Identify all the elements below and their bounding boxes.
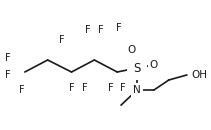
Text: F: F — [116, 23, 122, 33]
Text: N: N — [133, 85, 141, 95]
Text: F: F — [69, 83, 74, 93]
Text: F: F — [85, 25, 90, 35]
Text: F: F — [82, 83, 87, 93]
Text: O: O — [127, 45, 135, 55]
Text: F: F — [99, 25, 104, 35]
Text: F: F — [19, 85, 25, 95]
Text: O: O — [150, 60, 158, 70]
Text: F: F — [59, 35, 64, 45]
Text: F: F — [120, 83, 126, 93]
Text: F: F — [108, 83, 114, 93]
Text: F: F — [5, 70, 11, 80]
Text: S: S — [133, 61, 141, 74]
Text: F: F — [5, 53, 11, 63]
Text: OH: OH — [191, 70, 207, 80]
